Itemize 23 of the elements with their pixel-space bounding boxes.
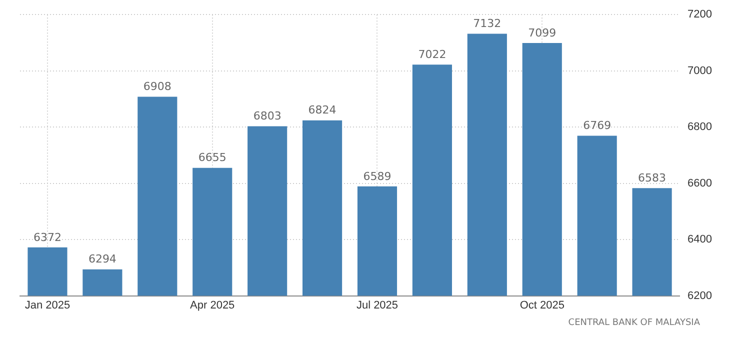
data-label: 6294 — [88, 252, 116, 266]
data-label: 6583 — [638, 171, 666, 184]
text: CENTRAL BANK OF MALAYSIA — [567, 318, 700, 328]
y-tick-label: 6800 — [688, 121, 712, 134]
data-label: 7132 — [473, 17, 502, 30]
data-label: 7099 — [528, 26, 556, 40]
data-label: 6589 — [363, 170, 392, 183]
y-tick-label: 6400 — [688, 234, 712, 246]
data-label: 6803 — [253, 110, 282, 123]
data-label: 6372 — [33, 230, 62, 244]
x-tick-label: Apr 2025 — [190, 299, 235, 312]
data-label: 7022 — [418, 48, 446, 62]
y-tick-label: 7000 — [688, 64, 712, 77]
x-tick-label: Oct 2025 — [520, 299, 564, 312]
x-tick-label: Jan 2025 — [24, 299, 70, 312]
data-label: 6655 — [198, 151, 226, 164]
y-tick-label: 6600 — [688, 177, 712, 190]
data-label: 6908 — [143, 80, 172, 94]
x-tick-label: Jul 2025 — [356, 299, 398, 312]
data-label: 6769 — [583, 119, 612, 132]
y-tick-label: 6200 — [688, 290, 712, 302]
data-label: 6824 — [308, 104, 336, 117]
y-tick-label: 7200 — [688, 8, 712, 21]
